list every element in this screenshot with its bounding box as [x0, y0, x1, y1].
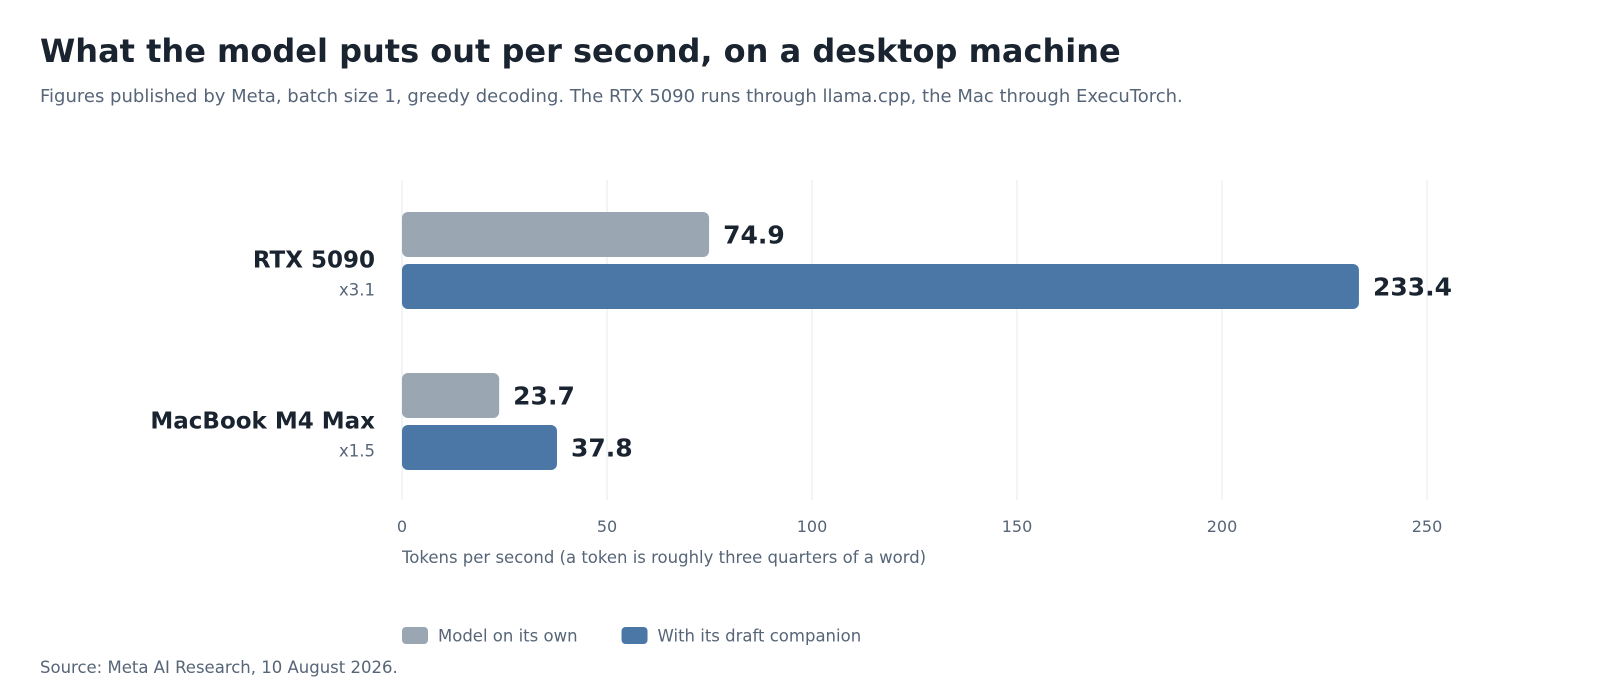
legend-label: With its draft companion: [658, 627, 862, 646]
category-label: MacBook M4 Max: [150, 409, 375, 435]
category-label: RTX 5090: [253, 248, 375, 274]
legend-label: Model on its own: [438, 627, 578, 646]
bar-model-alone: [402, 212, 710, 257]
x-tick-label: 50: [597, 517, 617, 536]
chart-subtitle: Figures published by Meta, batch size 1,…: [40, 86, 1183, 107]
x-axis-label: Tokens per second (a token is roughly th…: [401, 548, 926, 567]
bar-with-draft: [402, 264, 1359, 309]
legend-swatch: [621, 627, 648, 644]
x-tick-label: 100: [797, 517, 828, 536]
bar-with-draft: [402, 425, 557, 470]
x-tick-label: 250: [1412, 517, 1443, 536]
speedup-note: x1.5: [339, 442, 375, 461]
x-tick-label: 0: [397, 517, 407, 536]
chart-title: What the model puts out per second, on a…: [40, 32, 1121, 70]
bar-model-alone: [402, 373, 500, 418]
legend-swatch: [402, 627, 428, 644]
bar-value-label: 74.9: [723, 221, 785, 250]
source-note: Source: Meta AI Research, 10 August 2026…: [40, 658, 398, 677]
speedup-note: x3.1: [339, 281, 375, 300]
bar-value-label: 37.8: [571, 434, 633, 463]
x-tick-label: 200: [1207, 517, 1238, 536]
bar-value-label: 233.4: [1373, 273, 1452, 302]
x-tick-label: 150: [1002, 517, 1033, 536]
bar-value-label: 23.7: [513, 382, 575, 411]
